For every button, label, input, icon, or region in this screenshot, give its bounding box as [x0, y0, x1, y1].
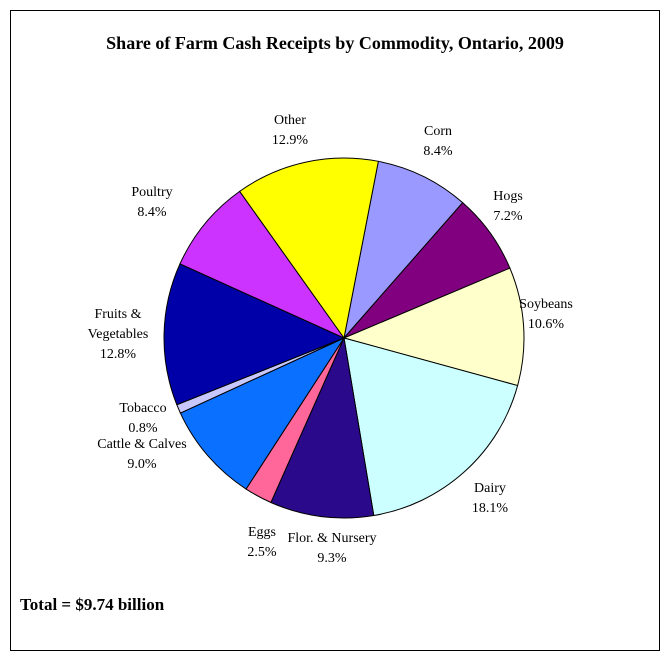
- slice-label-poultry: Poultry 8.4%: [131, 185, 172, 220]
- chart-title: Share of Farm Cash Receipts by Commodity…: [106, 33, 564, 53]
- pie-slice-dairy: [343, 337, 519, 517]
- slice-label-cattle-calves: Cattle & Calves 9.0%: [97, 437, 186, 472]
- pie-slice-other: [238, 157, 379, 340]
- pie-slice-poultry: [179, 190, 346, 340]
- slice-label-tobacco: Tobacco 0.8%: [119, 401, 166, 436]
- slice-label-eggs: Eggs 2.5%: [247, 525, 277, 560]
- pie-slice-fruits-vegetables: [163, 263, 346, 406]
- slice-label-corn: Corn 8.4%: [423, 124, 453, 159]
- pie-slice-cattle-calves: [179, 336, 346, 490]
- slice-label-soybeans: Soybeans 10.6%: [519, 297, 573, 332]
- total-footnote: Total = $9.74 billion: [20, 595, 165, 614]
- pie-slice-flor-nursery: [270, 336, 375, 519]
- slice-label-fruits-vegetables: Fruits & Vegetables 12.8%: [88, 307, 149, 362]
- pie-slice-corn: [343, 160, 464, 340]
- slice-label-other: Other 12.9%: [272, 113, 309, 148]
- slice-label-dairy: Dairy 18.1%: [472, 481, 509, 516]
- slice-label-hogs: Hogs 7.2%: [493, 189, 523, 224]
- pie-slice-soybeans: [342, 267, 525, 387]
- slice-label-flor-nursery: Flor. & Nursery 9.3%: [287, 531, 376, 566]
